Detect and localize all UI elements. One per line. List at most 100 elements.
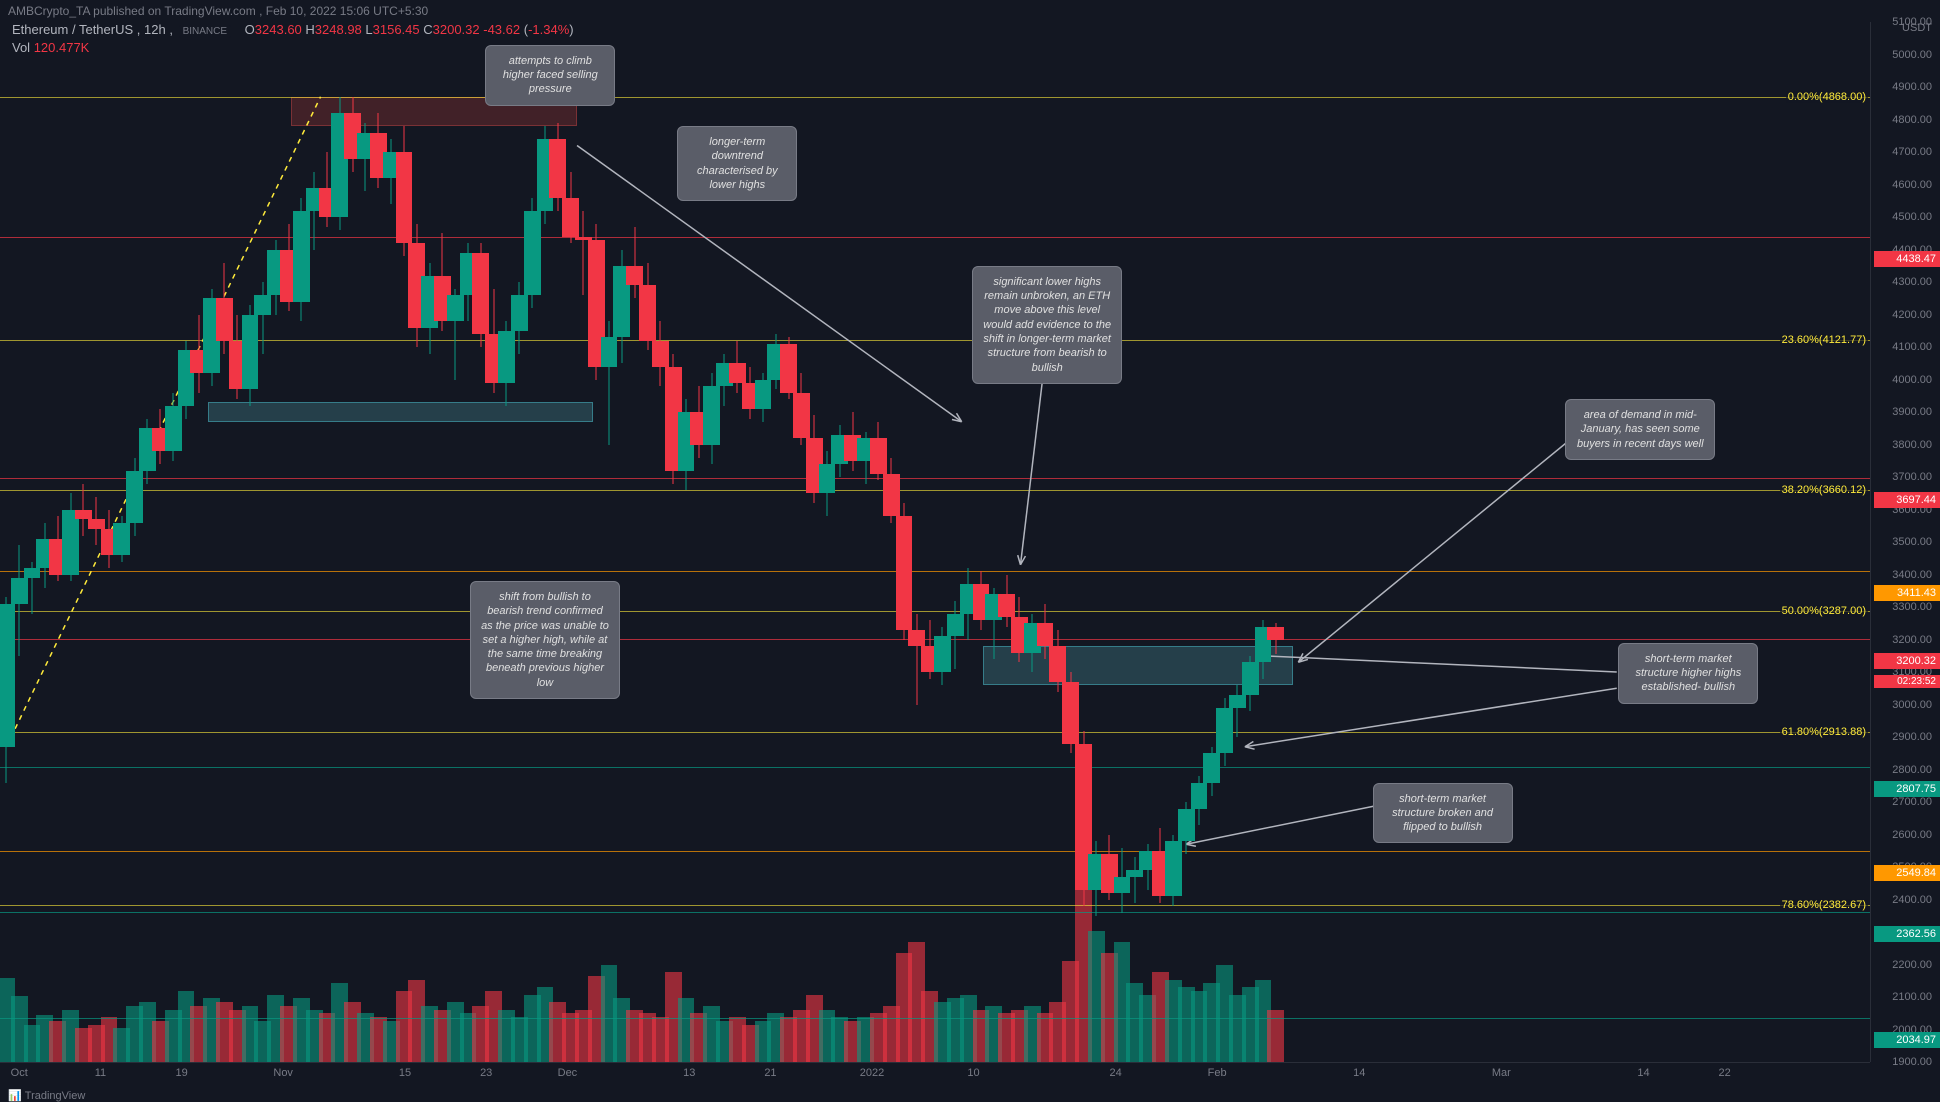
price-tag: 3697.44 [1874, 492, 1940, 508]
chart-canvas[interactable]: attempts to climb higher faced selling p… [0, 22, 1870, 1062]
annotation-callout[interactable]: significant lower highs remain unbroken,… [972, 266, 1122, 384]
ytick: 5000.00 [1892, 49, 1932, 61]
fib-line[interactable] [0, 905, 1870, 906]
symbol-timeframe: 12h [144, 22, 166, 37]
ytick: 4300.00 [1892, 276, 1932, 288]
xtick: 10 [967, 1067, 979, 1079]
ytick: 2100.00 [1892, 991, 1932, 1003]
xtick: 14 [1637, 1067, 1649, 1079]
xtick: 2022 [860, 1067, 884, 1079]
ytick: 2400.00 [1892, 894, 1932, 906]
ytick: 4100.00 [1892, 341, 1932, 353]
exchange-badge: BINANCE [179, 25, 231, 38]
annotation-callout[interactable]: shift from bullish to bearish trend conf… [470, 581, 620, 699]
price-line[interactable] [0, 767, 1870, 768]
fib-line[interactable] [0, 97, 1870, 98]
price-line[interactable] [0, 912, 1870, 913]
ytick: 4500.00 [1892, 211, 1932, 223]
xtick: Oct [11, 1067, 28, 1079]
xtick: Dec [558, 1067, 578, 1079]
fib-label: 0.00%(4868.00) [1786, 91, 1868, 103]
countdown: 02:23:52 [1874, 675, 1940, 688]
ytick: 1900.00 [1892, 1056, 1932, 1068]
xtick: 19 [176, 1067, 188, 1079]
ytick: 2200.00 [1892, 959, 1932, 971]
annotation-callout[interactable]: attempts to climb higher faced selling p… [485, 45, 615, 106]
price-tag: 2807.75 [1874, 781, 1940, 797]
xtick: Mar [1492, 1067, 1511, 1079]
demand-zone[interactable] [208, 402, 593, 422]
footer-brand: 📊 TradingView [8, 1089, 85, 1102]
ytick: 3700.00 [1892, 471, 1932, 483]
xtick: 22 [1719, 1067, 1731, 1079]
xtick: 15 [399, 1067, 411, 1079]
xtick: 13 [683, 1067, 695, 1079]
ytick: 3000.00 [1892, 699, 1932, 711]
ytick: 4900.00 [1892, 81, 1932, 93]
price-axis[interactable]: USDT 1900.002000.002100.002200.002300.00… [1870, 22, 1940, 1062]
fib-label: 61.80%(2913.88) [1780, 726, 1868, 738]
price-tag: 3200.32 [1874, 653, 1940, 669]
annotation-callout[interactable]: short-term market structure broken and f… [1373, 783, 1513, 844]
ytick: 4700.00 [1892, 146, 1932, 158]
ytick: 4200.00 [1892, 309, 1932, 321]
ytick: 4600.00 [1892, 179, 1932, 191]
fib-label: 38.20%(3660.12) [1780, 484, 1868, 496]
ytick: 2800.00 [1892, 764, 1932, 776]
ytick: 4000.00 [1892, 374, 1932, 386]
ytick: 3400.00 [1892, 569, 1932, 581]
price-tag: 2362.56 [1874, 926, 1940, 942]
volume-value: 120.477K [34, 40, 90, 55]
ohlc-low: 3156.45 [373, 22, 420, 37]
volume-info: Vol 120.477K [12, 40, 89, 55]
ytick: 2700.00 [1892, 796, 1932, 808]
symbol-pair: Ethereum / TetherUS [12, 22, 133, 37]
fib-label: 50.00%(3287.00) [1780, 605, 1868, 617]
publisher-info: AMBCrypto_TA published on TradingView.co… [8, 4, 428, 18]
ytick: 3300.00 [1892, 601, 1932, 613]
xtick: 24 [1109, 1067, 1121, 1079]
ohlc-high: 3248.98 [315, 22, 362, 37]
xtick: 11 [95, 1067, 106, 1079]
annotation-callout[interactable]: area of demand in mid-January, has seen … [1565, 399, 1715, 460]
symbol-info: Ethereum / TetherUS , 12h , BINANCE O324… [12, 22, 574, 38]
ytick: 3500.00 [1892, 536, 1932, 548]
ytick: 3900.00 [1892, 406, 1932, 418]
xtick: Feb [1208, 1067, 1227, 1079]
fib-line[interactable] [0, 340, 1870, 341]
ytick: 2900.00 [1892, 731, 1932, 743]
header-bar: AMBCrypto_TA published on TradingView.co… [0, 0, 1940, 22]
publish-datetime: Feb 10, 2022 15:06 UTC+5:30 [266, 4, 428, 18]
annotation-callout[interactable]: short-term market structure higher highs… [1618, 643, 1758, 704]
ytick: 2600.00 [1892, 829, 1932, 841]
price-line[interactable] [0, 478, 1870, 479]
price-tag: 4438.47 [1874, 251, 1940, 267]
annotation-callout[interactable]: longer-term downtrend characterised by l… [677, 126, 797, 201]
ohlc-open: 3243.60 [255, 22, 302, 37]
fib-line[interactable] [0, 611, 1870, 612]
fib-label: 23.60%(4121.77) [1780, 334, 1868, 346]
ytick: 3200.00 [1892, 634, 1932, 646]
fib-label: 78.60%(2382.67) [1780, 899, 1868, 911]
xtick: 23 [480, 1067, 492, 1079]
xtick: Nov [273, 1067, 293, 1079]
fib-line[interactable] [0, 490, 1870, 491]
price-tag: 3411.43 [1874, 585, 1940, 601]
xtick: 21 [764, 1067, 776, 1079]
price-line[interactable] [0, 851, 1870, 852]
ohlc-pct: -1.34% [528, 22, 569, 37]
candle[interactable] [1267, 623, 1284, 654]
price-tag: 2549.84 [1874, 865, 1940, 881]
ohlc-close: 3200.32 [433, 22, 480, 37]
publisher-site: TradingView.com [164, 4, 255, 18]
price-tag: 2034.97 [1874, 1032, 1940, 1048]
time-axis[interactable]: Oct 11 19 Nov 15 23 Dec 13 21 2022 10 24 Feb 14 Mar 14 2… [0, 1062, 1870, 1090]
xtick: 14 [1353, 1067, 1365, 1079]
price-line[interactable] [0, 571, 1870, 572]
ytick: 4800.00 [1892, 114, 1932, 126]
fib-line[interactable] [0, 732, 1870, 733]
ytick: 3800.00 [1892, 439, 1932, 451]
publisher-name: AMBCrypto_TA [8, 4, 90, 18]
price-line[interactable] [0, 1018, 1870, 1019]
ohlc-change: -43.62 [483, 22, 520, 37]
